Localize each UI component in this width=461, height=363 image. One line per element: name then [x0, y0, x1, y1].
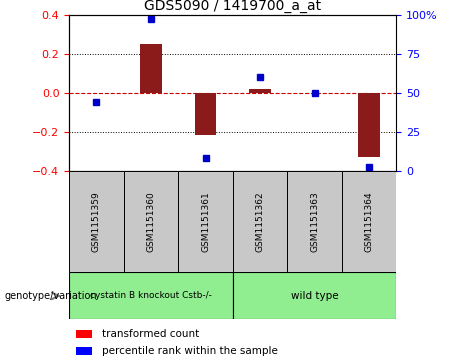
Bar: [233, 171, 287, 272]
Text: GSM1151363: GSM1151363: [310, 191, 319, 252]
Text: GSM1151360: GSM1151360: [147, 191, 155, 252]
Text: GSM1151364: GSM1151364: [365, 191, 374, 252]
Bar: [69, 171, 124, 272]
Text: GSM1151361: GSM1151361: [201, 191, 210, 252]
Bar: [358, 93, 380, 157]
Text: percentile rank within the sample: percentile rank within the sample: [102, 346, 278, 356]
Bar: [140, 44, 162, 93]
Bar: [178, 171, 233, 272]
Bar: [76, 330, 92, 338]
Text: cystatin B knockout Cstb-/-: cystatin B knockout Cstb-/-: [90, 291, 212, 300]
Text: transformed count: transformed count: [102, 329, 199, 339]
Bar: [195, 93, 217, 135]
Bar: [124, 171, 178, 272]
Text: genotype/variation: genotype/variation: [5, 291, 97, 301]
Bar: [287, 171, 342, 272]
Text: wild type: wild type: [291, 291, 338, 301]
Bar: [233, 272, 396, 319]
Title: GDS5090 / 1419700_a_at: GDS5090 / 1419700_a_at: [144, 0, 321, 13]
Bar: [249, 89, 271, 93]
Bar: [69, 272, 233, 319]
Text: GSM1151359: GSM1151359: [92, 191, 101, 252]
Text: GSM1151362: GSM1151362: [255, 191, 265, 252]
Bar: [76, 347, 92, 355]
Bar: [342, 171, 396, 272]
